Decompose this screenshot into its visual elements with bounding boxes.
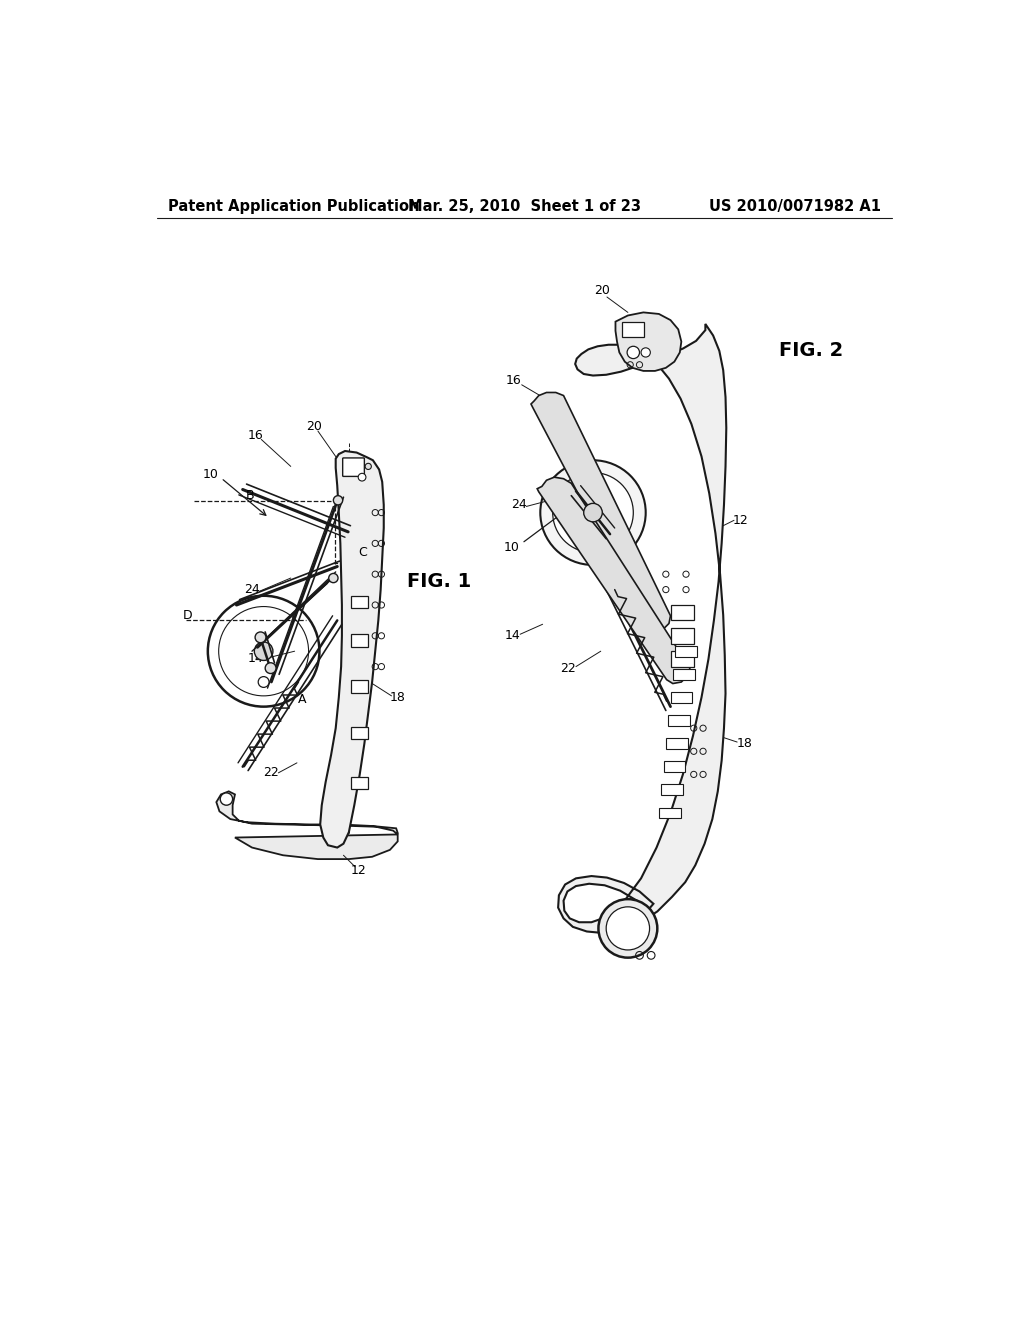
Polygon shape — [216, 792, 397, 859]
Ellipse shape — [219, 607, 308, 696]
Ellipse shape — [334, 496, 343, 506]
Ellipse shape — [254, 642, 273, 660]
Ellipse shape — [598, 899, 657, 958]
Text: 24: 24 — [511, 499, 526, 511]
FancyBboxPatch shape — [664, 762, 685, 772]
FancyBboxPatch shape — [623, 322, 644, 337]
Text: 12: 12 — [732, 513, 749, 527]
FancyBboxPatch shape — [675, 645, 697, 656]
Text: FIG. 1: FIG. 1 — [407, 573, 471, 591]
Text: D: D — [182, 610, 191, 622]
Text: 10: 10 — [203, 467, 219, 480]
Ellipse shape — [265, 663, 276, 673]
Polygon shape — [538, 478, 690, 684]
Text: 24: 24 — [244, 583, 260, 597]
Text: C: C — [358, 546, 367, 560]
Text: 20: 20 — [306, 420, 322, 433]
Text: FIG. 2: FIG. 2 — [779, 342, 843, 360]
FancyBboxPatch shape — [671, 605, 693, 620]
Text: 16: 16 — [247, 429, 263, 442]
Text: 18: 18 — [390, 690, 406, 704]
Ellipse shape — [220, 793, 232, 805]
Ellipse shape — [358, 474, 366, 480]
Text: 18: 18 — [736, 737, 752, 750]
Text: 16: 16 — [506, 374, 522, 387]
Text: 14: 14 — [505, 630, 520, 643]
FancyBboxPatch shape — [673, 669, 694, 680]
Text: 10: 10 — [504, 541, 519, 554]
Text: US 2010/0071982 A1: US 2010/0071982 A1 — [710, 198, 882, 214]
Text: A: A — [298, 693, 306, 706]
Text: 14: 14 — [248, 652, 264, 665]
FancyBboxPatch shape — [669, 715, 690, 726]
FancyBboxPatch shape — [351, 681, 369, 693]
Ellipse shape — [208, 595, 319, 706]
FancyBboxPatch shape — [671, 651, 693, 667]
Polygon shape — [321, 451, 384, 847]
Polygon shape — [615, 313, 681, 371]
FancyBboxPatch shape — [666, 738, 687, 748]
FancyBboxPatch shape — [671, 692, 692, 702]
FancyBboxPatch shape — [351, 595, 369, 609]
Ellipse shape — [366, 463, 372, 470]
Ellipse shape — [606, 907, 649, 950]
Ellipse shape — [329, 573, 338, 582]
FancyBboxPatch shape — [662, 784, 683, 795]
Text: 22: 22 — [560, 661, 577, 675]
Polygon shape — [558, 323, 726, 933]
Text: 12: 12 — [351, 865, 367, 878]
Ellipse shape — [258, 677, 269, 688]
Text: B: B — [246, 490, 254, 502]
Ellipse shape — [641, 348, 650, 358]
Ellipse shape — [553, 473, 633, 553]
Text: 20: 20 — [594, 284, 610, 297]
FancyBboxPatch shape — [351, 726, 369, 739]
FancyBboxPatch shape — [343, 458, 365, 477]
FancyBboxPatch shape — [658, 808, 681, 818]
Text: Mar. 25, 2010  Sheet 1 of 23: Mar. 25, 2010 Sheet 1 of 23 — [409, 198, 641, 214]
Text: 22: 22 — [263, 767, 280, 779]
Ellipse shape — [627, 346, 640, 359]
FancyBboxPatch shape — [671, 628, 693, 644]
Ellipse shape — [584, 503, 602, 521]
Ellipse shape — [541, 461, 646, 565]
FancyBboxPatch shape — [351, 635, 369, 647]
Ellipse shape — [255, 632, 266, 643]
Text: Patent Application Publication: Patent Application Publication — [168, 198, 420, 214]
Polygon shape — [531, 392, 671, 631]
FancyBboxPatch shape — [351, 776, 369, 789]
